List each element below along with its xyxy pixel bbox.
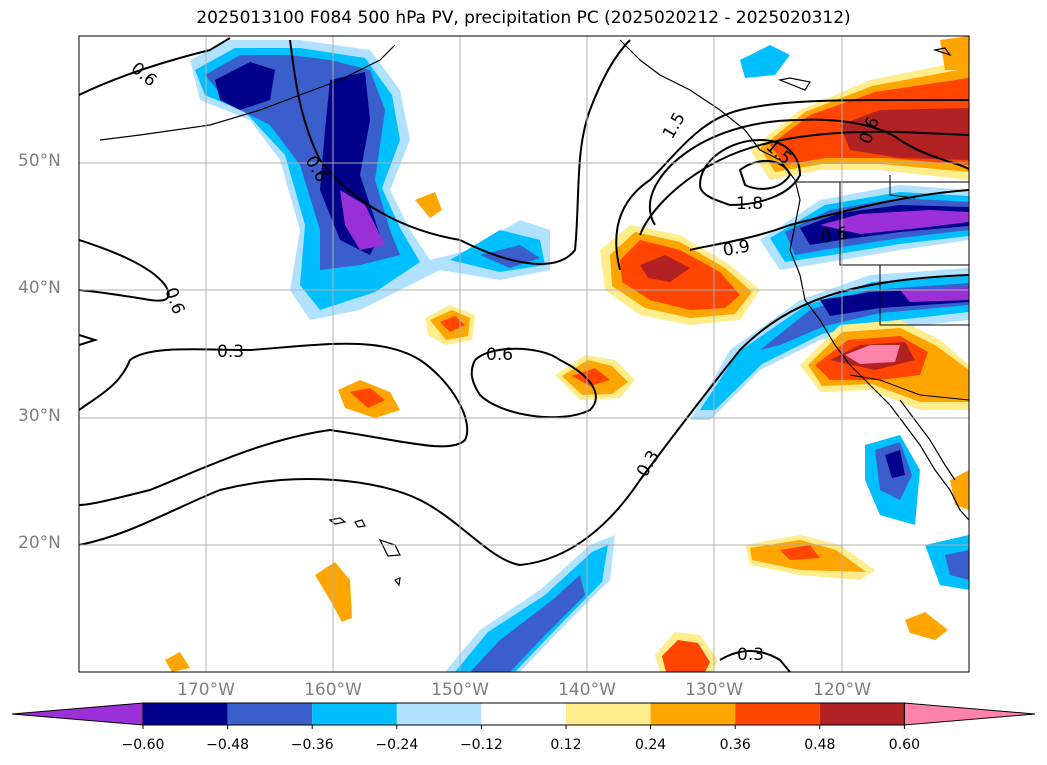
- map-frame: [78, 35, 970, 673]
- lon-label-170w: 170°W: [177, 680, 235, 700]
- colorbar-cells: [11, 702, 1036, 726]
- colorbar-tick-label: 0.48: [804, 737, 836, 753]
- colorbar-cell: [227, 703, 313, 725]
- map-content: 0.60.60.3 0.60.30.30.91.81.51.50.60.60.6: [79, 36, 969, 672]
- colorbar-cell: [819, 703, 905, 725]
- colorbar-frame: [142, 702, 905, 726]
- colorbar-tick-label: 0.60: [888, 737, 920, 753]
- colorbar-tick-label: −0.48: [206, 737, 250, 753]
- colorbar-extend-low: [11, 702, 144, 726]
- gridlines: [79, 36, 969, 672]
- colorbar-tick-label: 0.36: [719, 737, 751, 753]
- colorbar-cell: [650, 703, 736, 725]
- colorbar-extend-high: [903, 702, 1036, 726]
- colorbar-tick-label: −0.24: [375, 737, 419, 753]
- colorbar-tick-label: −0.60: [121, 737, 165, 753]
- colorbar-cell: [143, 703, 228, 725]
- colorbar-tick-label: 0.24: [635, 737, 667, 753]
- positive-precip-shading: [165, 36, 969, 672]
- contour-label: 1.8: [736, 194, 763, 214]
- lon-label-130w: 130°W: [685, 680, 743, 700]
- contour-label: 0.9: [721, 237, 751, 261]
- pv-contours: [79, 37, 969, 672]
- colorbar-cell: [481, 703, 566, 725]
- colorbar-tick-label: −0.36: [290, 737, 334, 753]
- contour-label: 0.3: [217, 342, 244, 362]
- negative-precip-shading: [190, 40, 969, 672]
- lat-label-50n: 50°N: [18, 151, 61, 171]
- contour-label: 0.6: [486, 345, 513, 365]
- colorbar-cell: [312, 703, 397, 725]
- colorbar-cell: [396, 703, 482, 725]
- lat-label-30n: 30°N: [18, 406, 61, 426]
- lat-label-20n: 20°N: [18, 533, 61, 553]
- colorbar-tick-label: 0.12: [550, 737, 582, 753]
- colorbar-cell: [735, 703, 820, 725]
- contour-label: 0.6: [819, 224, 849, 248]
- colorbar-ticks: [142, 725, 905, 729]
- lon-label-120w: 120°W: [813, 680, 871, 700]
- lat-label-40n: 40°N: [18, 278, 61, 298]
- contour-label: 0.3: [737, 645, 764, 665]
- lon-label-140w: 140°W: [558, 680, 616, 700]
- colorbar-tick-label: −0.12: [459, 737, 503, 753]
- colorbar-cell: [566, 703, 651, 725]
- political-borders: [795, 175, 969, 401]
- lon-label-160w: 160°W: [304, 680, 362, 700]
- chart-title: 2025013100 F084 500 hPa PV, precipitatio…: [196, 8, 851, 28]
- coastlines: [99, 39, 969, 587]
- lon-label-150w: 150°W: [431, 680, 489, 700]
